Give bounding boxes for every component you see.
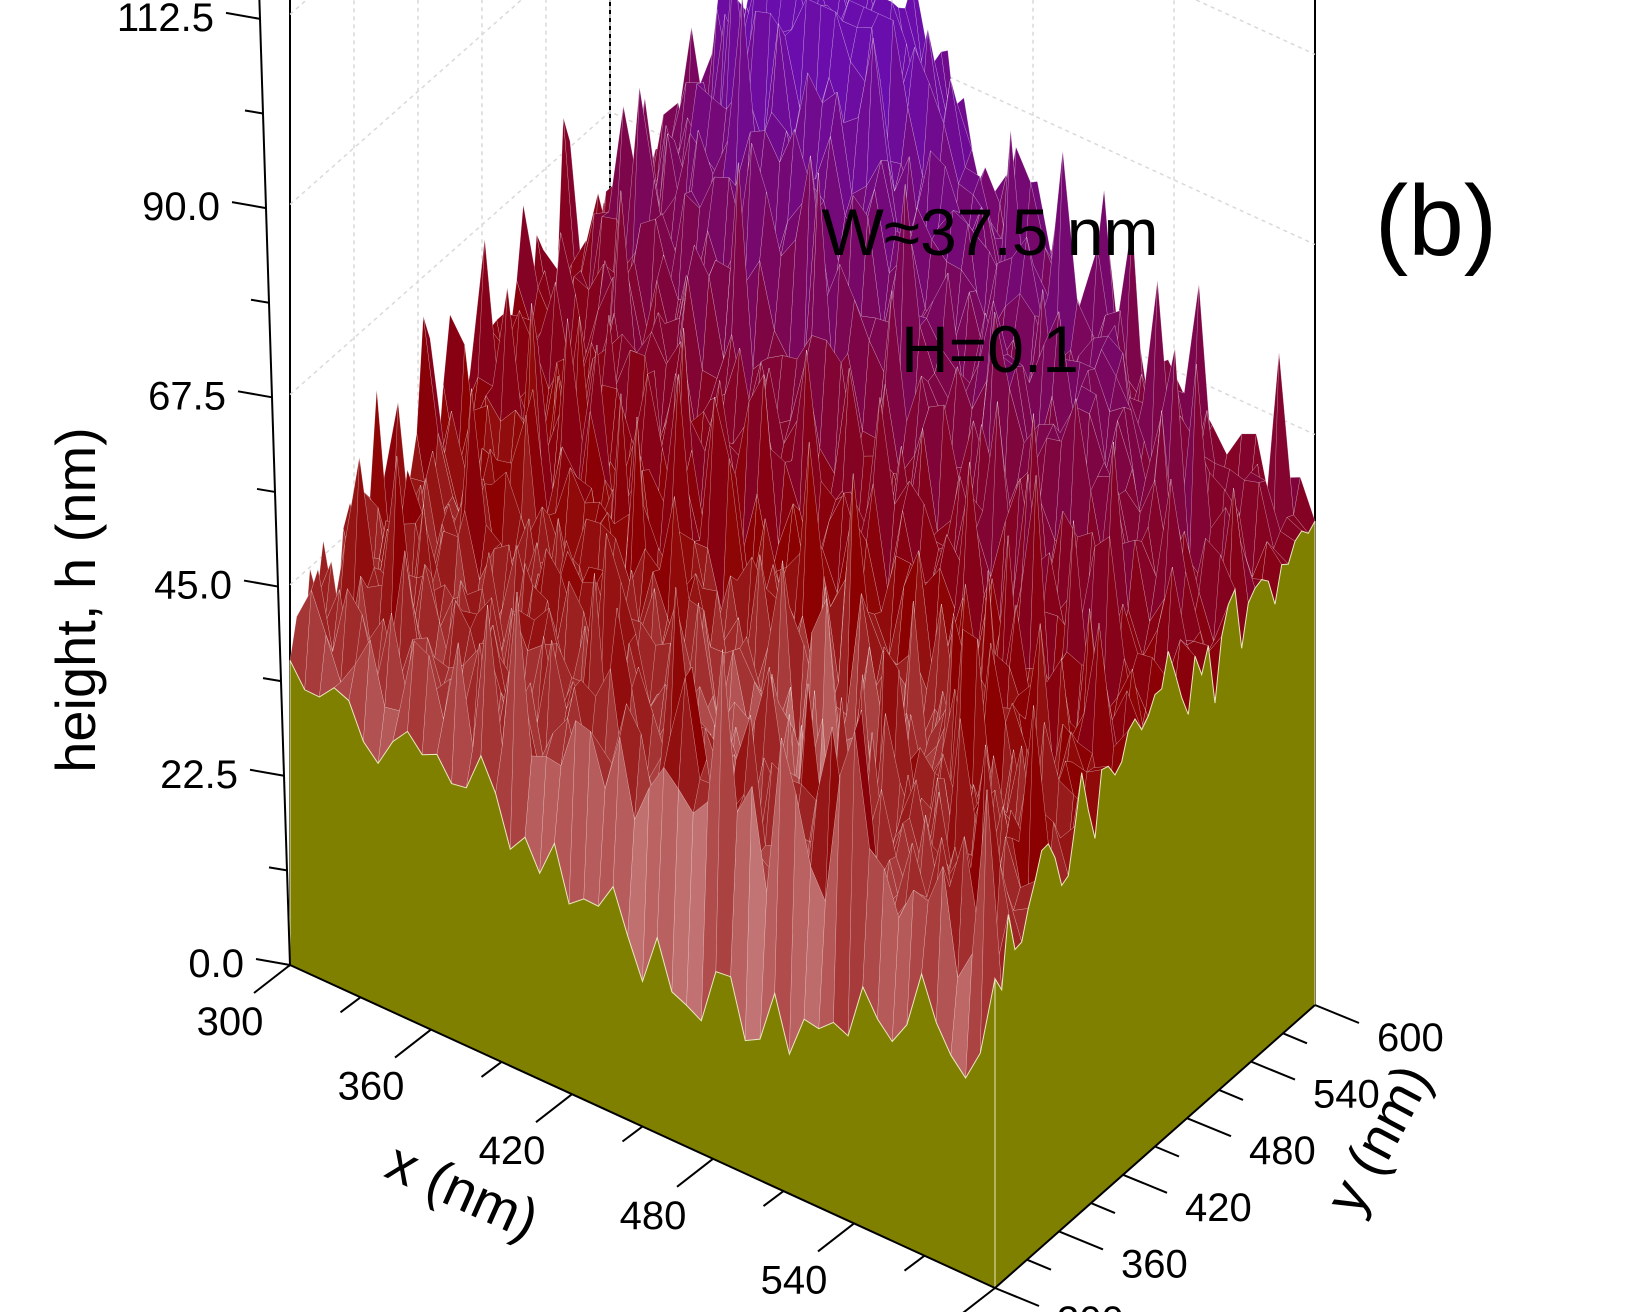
y-tick (1314, 1004, 1360, 1024)
z-tick (249, 768, 285, 777)
z-tick-label: 90.0 (142, 185, 220, 229)
z-axis-line (258, 0, 291, 966)
z-tick (231, 201, 267, 210)
x-minor-tick (762, 1190, 785, 1207)
y-tick (994, 1287, 1040, 1307)
y-tick-label: 420 (1185, 1186, 1252, 1230)
z-minor-tick (256, 487, 276, 493)
x-tick-label: 360 (338, 1065, 405, 1109)
z-tick (255, 958, 291, 966)
y-tick (1058, 1230, 1104, 1251)
x-minor-tick (903, 1254, 926, 1272)
x-tick-label: 480 (620, 1194, 687, 1238)
x-minor-tick (621, 1125, 644, 1143)
y-tick-label: 540 (1313, 1073, 1380, 1117)
y-minor-tick (1282, 1032, 1308, 1045)
x-tick (676, 1158, 714, 1188)
z-tick-label: 67.5 (148, 374, 226, 418)
y-tick (1122, 1173, 1168, 1194)
panel-label: (b) (1375, 165, 1497, 277)
z-tick-label: 0.0 (188, 942, 244, 986)
z-gridline (289, 0, 1316, 246)
x-tick (962, 1287, 996, 1312)
y-minor-tick (1154, 1145, 1180, 1158)
x-tick (817, 1222, 855, 1253)
y-minor-tick (1090, 1202, 1116, 1215)
height-surface (289, 0, 1316, 1079)
annotation-roughness: W≈37.5 nm (822, 195, 1159, 269)
annotation-hurst: H=0.1 (901, 312, 1079, 386)
z-minor-tick (268, 866, 288, 872)
x-minor-tick (339, 996, 362, 1014)
y-tick (1186, 1117, 1232, 1138)
z-minor-tick (250, 298, 270, 304)
front-side-wall (289, 660, 996, 1289)
z-tick (237, 390, 273, 399)
x-tick (253, 964, 291, 994)
x-tick-label: 540 (761, 1258, 828, 1302)
x-minor-tick (480, 1061, 503, 1078)
y-tick-label: 600 (1377, 1016, 1444, 1060)
z-tick (225, 11, 261, 20)
z-axis-title: height, h (nm) (44, 427, 107, 773)
z-tick-label: 45.0 (154, 564, 232, 608)
z-minor-tick (244, 109, 264, 115)
y-tick-label: 360 (1121, 1242, 1188, 1286)
x-tick (394, 1028, 432, 1059)
x-tick-label: 300 (197, 1000, 264, 1044)
right-side-wall (994, 520, 1316, 1290)
y-tick (1250, 1060, 1296, 1081)
z-tick-label: 112.5 (117, 0, 214, 40)
y-minor-tick (1026, 1258, 1052, 1271)
axes: 0.022.545.067.590.0112.5135.030036042048… (117, 0, 1444, 1312)
z-tick-label: 22.5 (160, 753, 238, 797)
surface-side-walls (289, 520, 1316, 1290)
z-minor-tick (262, 677, 282, 683)
y-minor-tick (1218, 1088, 1244, 1101)
x-tick-label: 420 (479, 1129, 546, 1173)
y-tick-label: 300 (1057, 1299, 1124, 1312)
x-tick (535, 1093, 573, 1123)
y-tick-label: 480 (1249, 1129, 1316, 1173)
z-tick (243, 579, 279, 588)
